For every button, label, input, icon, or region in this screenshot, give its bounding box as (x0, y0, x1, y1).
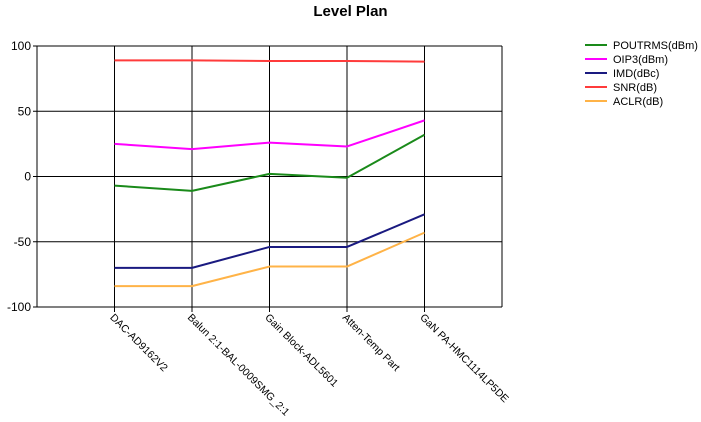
y-tick-label: -100 (7, 300, 31, 314)
legend: POUTRMS(dBm) OIP3(dBm) IMD(dBc) SNR(dB) ACLR… (585, 40, 698, 108)
series-line (114, 59, 425, 63)
y-axis: -100 -50 0 50 100 (7, 39, 31, 314)
series-lines (114, 59, 425, 288)
series-line (114, 231, 425, 288)
x-tick-label: Gain Block-ADL5601 (262, 312, 340, 390)
x-axis: DAC-AD9162V2 Balun 2:1-BAL-0009SMG_2:1Gai… (107, 312, 510, 419)
series-line (114, 119, 425, 151)
legend-label: OIP3(dBm) (613, 54, 668, 66)
x-tick-label: GaN PA-HMC1114LP5DE (417, 312, 510, 405)
x-tick-label: Atten-Temp Part (340, 312, 402, 374)
y-tick-label: -50 (14, 235, 32, 249)
y-tick-label: 0 (24, 170, 31, 184)
y-tick-label: 50 (18, 104, 32, 118)
series-line (114, 213, 425, 269)
chart-title: Level Plan (313, 3, 388, 20)
y-tick-label: 100 (11, 39, 31, 53)
grid (33, 45, 503, 312)
legend-label: IMD(dBc) (613, 68, 659, 80)
series-line (114, 133, 425, 192)
x-tick-label: DAC-AD9162V2 (107, 312, 170, 375)
legend-label: SNR(dB) (613, 82, 657, 94)
legend-label: POUTRMS(dBm) (613, 40, 698, 52)
legend-label: ACLR(dB) (613, 96, 663, 108)
